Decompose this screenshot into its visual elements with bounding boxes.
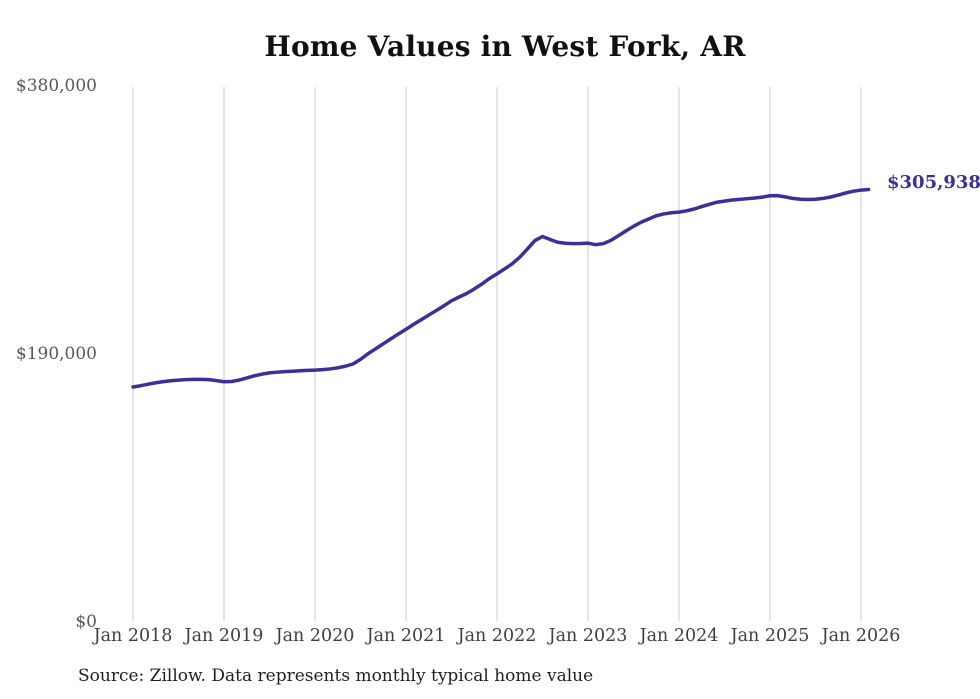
current-value-label: $305,938 [887, 172, 980, 193]
y-tick-label: $380,000 [16, 76, 97, 96]
home-value-line [131, 187, 871, 389]
x-tick-label: Jan 2026 [820, 626, 901, 646]
x-tick-label: Jan 2024 [638, 626, 719, 646]
source-note: Source: Zillow. Data represents monthly … [78, 666, 594, 686]
x-tick-label: Jan 2018 [92, 626, 173, 646]
x-tick-label: Jan 2025 [729, 626, 810, 646]
x-tick-label: Jan 2021 [365, 626, 446, 646]
y-tick-label: $190,000 [16, 344, 97, 364]
x-tick-label: Jan 2023 [547, 626, 628, 646]
chart-title: Home Values in West Fork, AR [264, 30, 746, 63]
y-tick-label: $0 [75, 612, 97, 632]
x-tick-label: Jan 2019 [183, 626, 264, 646]
x-tick-label: Jan 2022 [456, 626, 537, 646]
x-tick-label: Jan 2020 [274, 626, 355, 646]
